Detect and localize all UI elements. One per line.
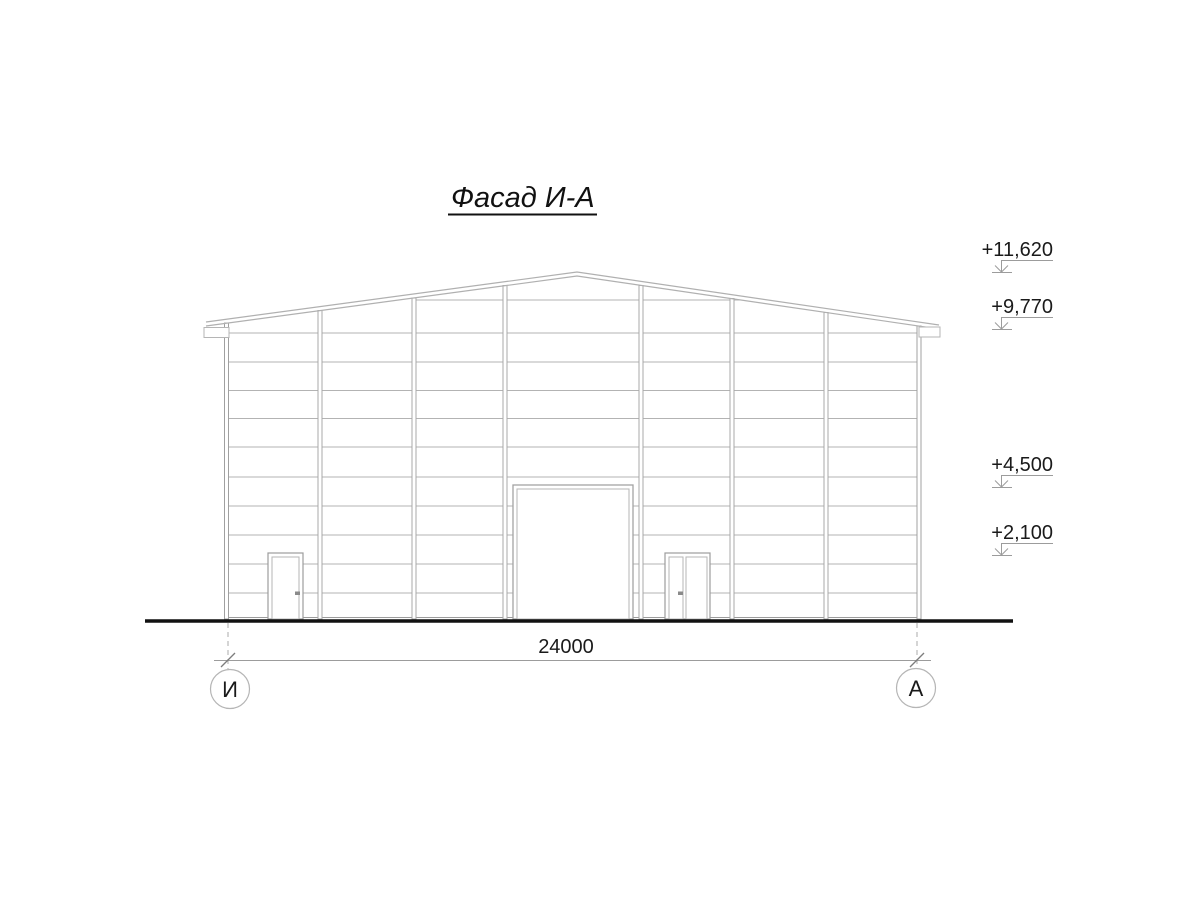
axis-marker-right: А [895,667,937,709]
column [317,310,323,620]
wall-edge-left [224,322,229,620]
gate-door [512,484,634,620]
personnel-door-left [267,552,304,620]
drawing-title: Фасад И-А [448,182,597,216]
column [729,298,735,620]
elevation-label: +11,620 [982,239,1053,261]
dimension-tick-left [220,652,236,668]
elevation-mark-door-top: +2,100 [991,522,1053,556]
roof-bottom-line [205,275,940,330]
column [823,312,829,620]
elevation-marks: +11,620 +9,770 +4,500 +2,100 [982,239,1053,556]
elevation-label: +9,770 [991,296,1053,318]
axis-marker-left: И [209,668,251,710]
axis-circle [895,667,937,709]
elevation-mark-ridge: +11,620 [982,239,1053,273]
column [502,285,508,620]
door-leaf [271,556,300,620]
column [411,297,417,620]
column [638,285,644,620]
axis-label-left: И [222,677,238,702]
dimension-tick-right [909,652,925,668]
drawing-title-text: Фасад И-А [451,182,595,214]
elevation-label: +2,100 [991,522,1053,544]
axis-circle [209,668,251,710]
dimension-assembly: 24000 И А [209,623,937,710]
dimension-label: 24000 [538,636,594,658]
roof [203,271,941,338]
personnel-door-right [664,552,711,620]
gate-leaf [516,488,630,620]
elevation-mark-gate-top: +4,500 [991,454,1053,488]
eave-bracket-right [918,326,941,338]
eave-bracket-left [203,327,230,338]
door-handle [295,591,300,595]
wall-edge-right [916,325,922,620]
door-leaf-narrow [668,556,684,620]
door-handle [678,591,683,595]
roof-top-line [205,271,940,326]
elevation-label: +4,500 [991,454,1053,476]
elevation-mark-eave: +9,770 [991,296,1053,330]
axis-label-right: А [909,676,924,701]
door-leaf-wide [685,556,708,620]
